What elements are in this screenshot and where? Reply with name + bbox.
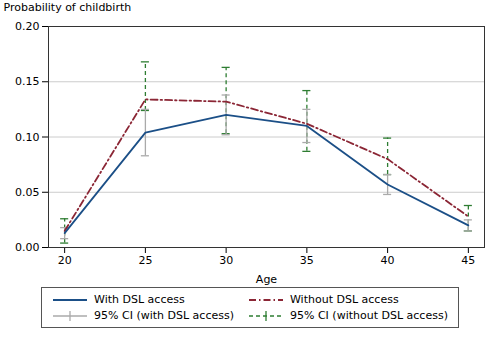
html-text:95% CI (with DSL access): 95% CI (with DSL access) xyxy=(94,309,234,322)
html-text:With DSL access: With DSL access xyxy=(94,293,185,306)
svg-text:0.20: 0.20 xyxy=(15,20,40,33)
svg-text:30: 30 xyxy=(219,254,233,267)
svg-text:0.10: 0.10 xyxy=(15,131,40,144)
svg-text:0.15: 0.15 xyxy=(15,75,40,88)
svg-text:20: 20 xyxy=(58,254,72,267)
html-text:Without DSL access: Without DSL access xyxy=(290,293,399,306)
html-text:95% CI (without DSL access): 95% CI (without DSL access) xyxy=(290,309,448,322)
svg-text:0.00: 0.00 xyxy=(15,241,40,254)
svg-text:35: 35 xyxy=(300,254,314,267)
svg-text:40: 40 xyxy=(381,254,395,267)
svg-text:45: 45 xyxy=(461,254,475,267)
svg-text:Probability of childbirth: Probability of childbirth xyxy=(4,1,132,14)
svg-text:25: 25 xyxy=(138,254,152,267)
svg-text:Age: Age xyxy=(256,273,278,286)
svg-text:0.05: 0.05 xyxy=(15,186,40,199)
